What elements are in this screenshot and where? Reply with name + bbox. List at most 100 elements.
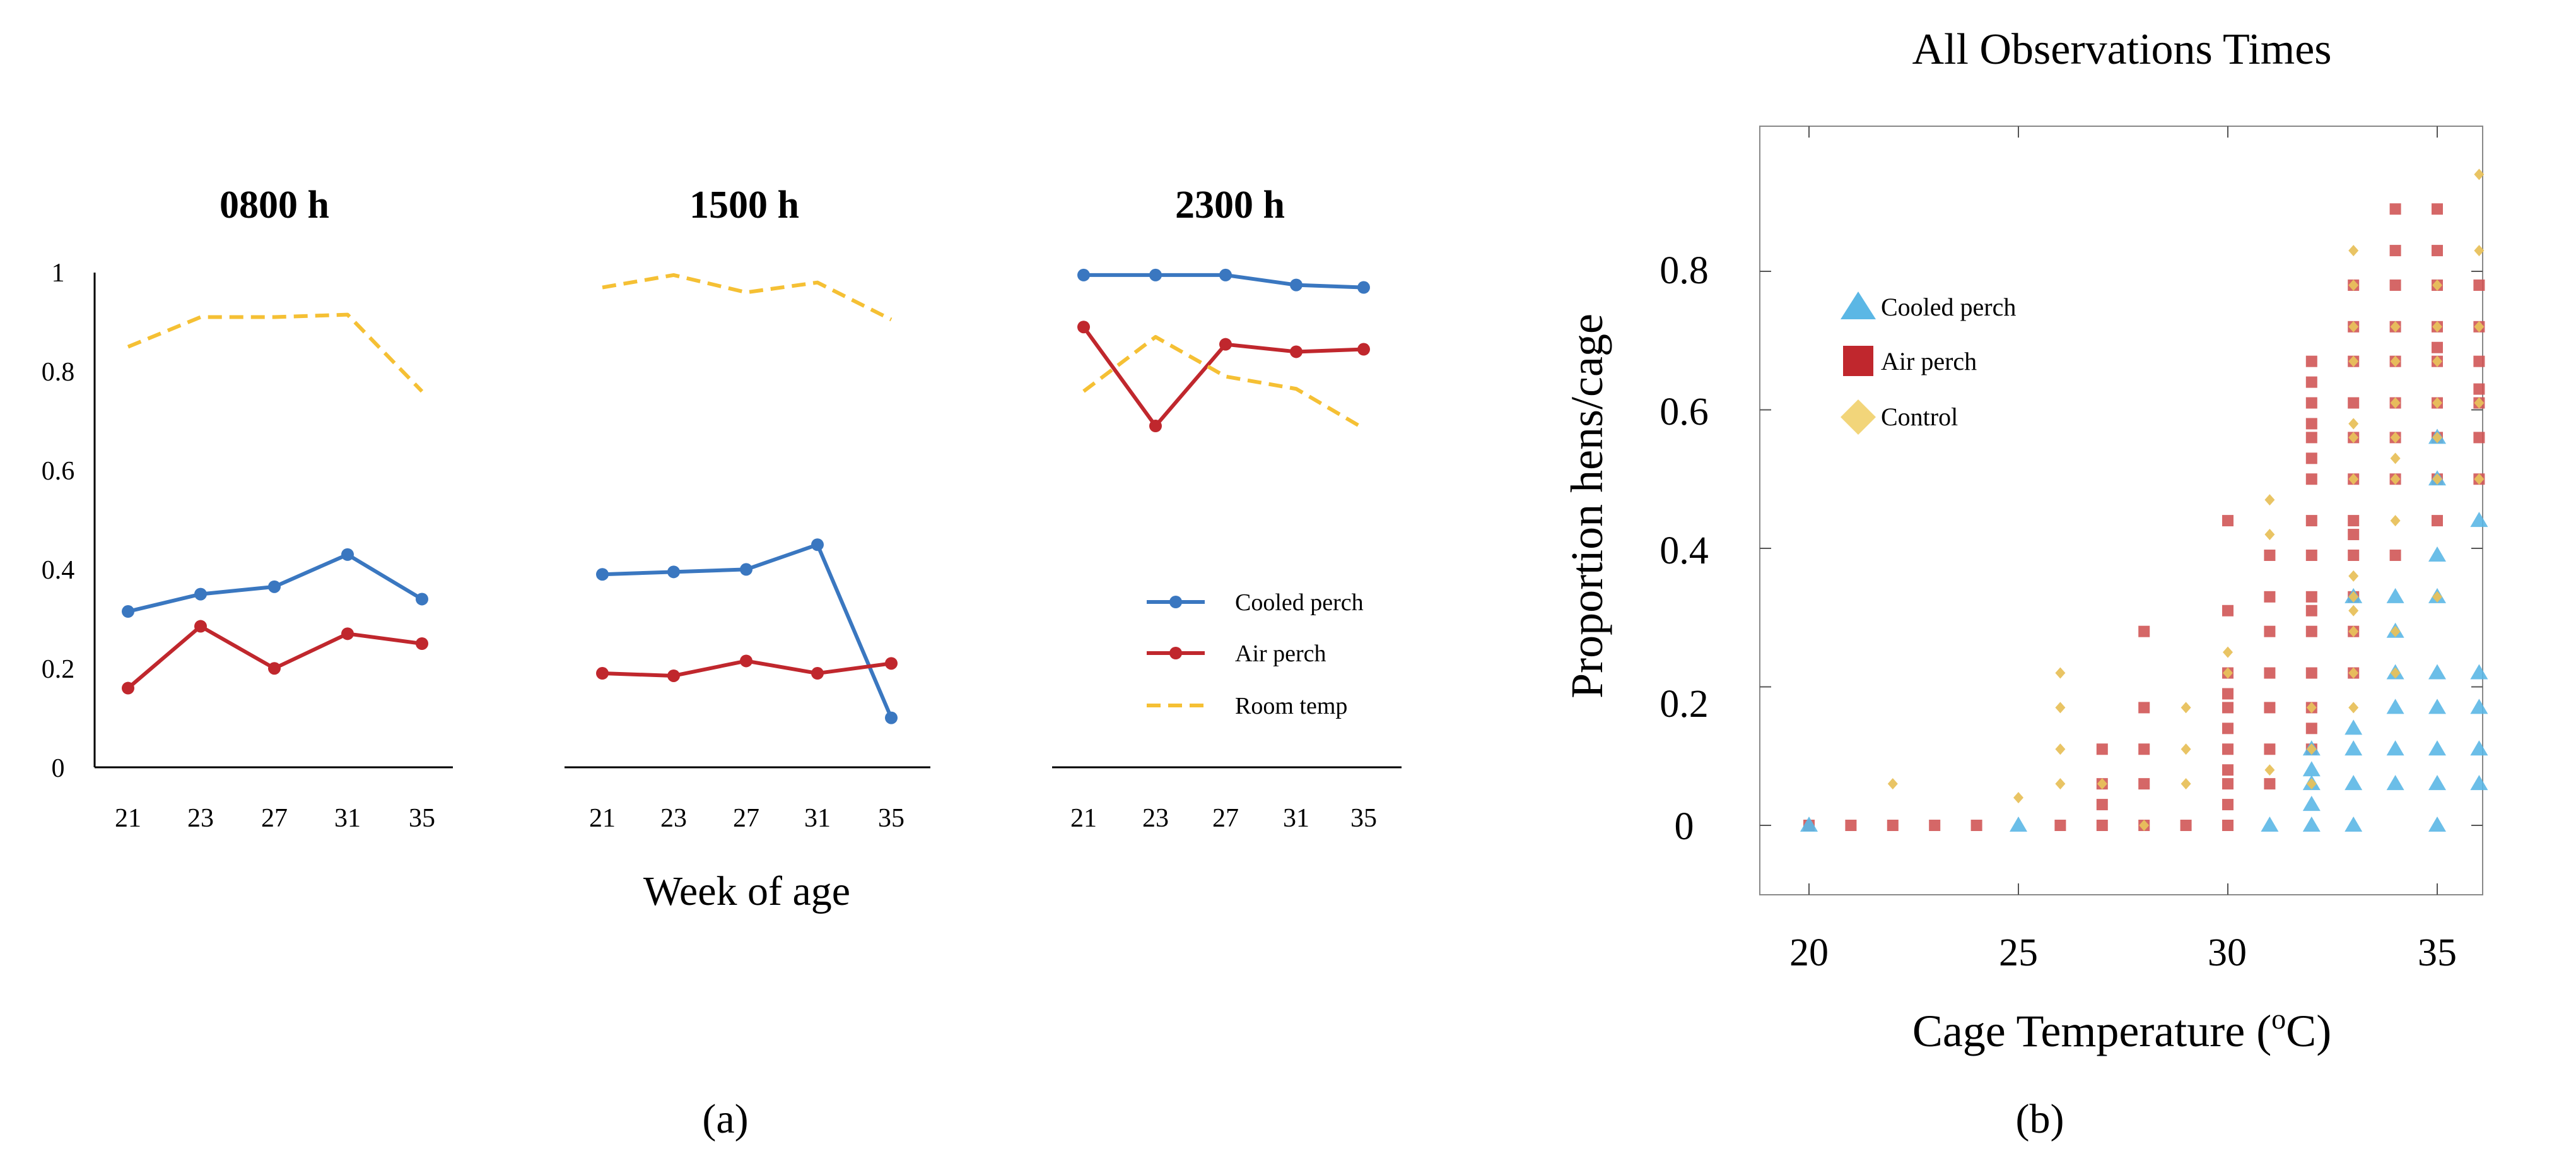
scatter-point-control bbox=[2181, 743, 2191, 755]
ytick-label: 0.8 bbox=[1660, 249, 1709, 292]
scatter-point-control bbox=[2348, 279, 2359, 291]
scatter-point-cooled-perch bbox=[2261, 817, 2279, 832]
xtick-label: 35 bbox=[409, 804, 435, 833]
scatter-point-air-perch bbox=[2305, 625, 2317, 637]
xlabel-end: C) bbox=[2286, 1006, 2331, 1056]
scatter-point-control bbox=[2432, 321, 2442, 333]
series-point-cooled bbox=[1219, 268, 1232, 281]
series-line-room bbox=[602, 273, 893, 322]
scatter-point-cooled-perch bbox=[2470, 512, 2488, 528]
xtick-label: 31 bbox=[1283, 804, 1309, 833]
ytick-label: 0.4 bbox=[42, 556, 75, 585]
scatter-point-air-perch bbox=[2222, 778, 2234, 790]
scatter-point-air-perch bbox=[1970, 820, 1982, 831]
scatter-point-control bbox=[2390, 321, 2401, 333]
scatter-point-air-perch bbox=[2138, 625, 2150, 637]
scatter-point-control bbox=[2348, 432, 2359, 444]
series-point-air bbox=[1357, 343, 1370, 356]
scatter-point-air-perch bbox=[2305, 605, 2317, 616]
series-point-cooled bbox=[1290, 278, 1303, 292]
scatter-point-control bbox=[2348, 418, 2359, 430]
scatter-point-control bbox=[2432, 397, 2442, 409]
scatter-point-air-perch bbox=[2305, 355, 2317, 367]
scatter-point-control bbox=[2390, 355, 2401, 367]
scatter-point-cooled-perch bbox=[2428, 775, 2446, 791]
panel-b-label: (b) bbox=[2016, 1096, 2064, 1142]
scatter-point-cooled-perch bbox=[2428, 699, 2446, 714]
series-point-cooled bbox=[122, 605, 134, 618]
scatter-point-cooled-perch bbox=[2470, 775, 2488, 791]
scatter-point-control bbox=[2390, 625, 2401, 637]
series-point-cooled bbox=[416, 593, 428, 606]
scatter-point-control bbox=[2223, 646, 2233, 658]
panel-a-label: (a) bbox=[702, 1096, 748, 1142]
scatter-point-air-perch bbox=[2305, 549, 2317, 561]
scatter-point-air-perch bbox=[2348, 529, 2360, 541]
series-point-air bbox=[1290, 345, 1303, 358]
scatter-point-control bbox=[2306, 702, 2317, 714]
scatter-point-air-perch bbox=[2389, 279, 2401, 291]
legend-label-cooled: Cooled perch bbox=[1235, 589, 1364, 616]
scatter-point-control bbox=[2348, 473, 2359, 485]
legend-marker-triangle bbox=[1841, 292, 1876, 319]
scatter-point-air-perch bbox=[2432, 515, 2443, 527]
scatter-point-cooled-perch bbox=[2345, 719, 2363, 735]
scatter-point-air-perch bbox=[2264, 667, 2276, 679]
legend-label-air-perch: Air perch bbox=[1881, 347, 1977, 375]
scatter-legend: Cooled perch Air perch Control bbox=[1841, 292, 2016, 435]
series-point-cooled bbox=[1357, 281, 1370, 294]
chart3-xtick-labels: 21 23 27 31 35 bbox=[1070, 804, 1377, 833]
series-point-cooled bbox=[667, 565, 680, 579]
scatter-point-air-perch bbox=[2264, 778, 2276, 790]
scatter-point-air-perch bbox=[2305, 418, 2317, 430]
series-point-cooled bbox=[811, 538, 824, 551]
legend-marker-air bbox=[1169, 647, 1182, 659]
series-point-air bbox=[1219, 338, 1232, 351]
scatter-title: All Observations Times bbox=[1912, 25, 2331, 74]
scatter-point-control bbox=[2348, 702, 2359, 714]
xtick-label: 31 bbox=[334, 804, 361, 833]
chart2-xtick-labels: 21 23 27 31 35 bbox=[589, 804, 905, 833]
scatter-point-cooled-perch bbox=[2345, 740, 2363, 756]
legend-label-control: Control bbox=[1881, 403, 1958, 431]
scatter-point-control bbox=[2348, 321, 2359, 333]
scatter-point-control bbox=[2139, 820, 2150, 831]
scatter-point-air-perch bbox=[2222, 799, 2234, 811]
series-point-air bbox=[667, 669, 680, 682]
xtick-label: 21 bbox=[589, 804, 616, 833]
scatter-point-control bbox=[2264, 494, 2275, 506]
scatter-xlabel: Cage Temperature (oC) bbox=[1912, 1003, 2331, 1056]
xtick-label: 21 bbox=[1070, 804, 1097, 833]
scatter-point-control bbox=[2432, 355, 2442, 367]
xtick-label: 30 bbox=[2208, 931, 2247, 974]
ytick-label: 0.2 bbox=[1660, 683, 1709, 726]
scatter-point-control bbox=[2348, 625, 2359, 637]
scatter-point-air-perch bbox=[2348, 549, 2360, 561]
scatter-point-air-perch bbox=[2222, 688, 2234, 700]
scatter-point-air-perch bbox=[2305, 591, 2317, 603]
series-point-cooled bbox=[596, 568, 609, 581]
xtick-label: 20 bbox=[1789, 931, 1829, 974]
scatter-point-air-perch bbox=[2138, 743, 2150, 755]
scatter-point-air-perch bbox=[2305, 376, 2317, 388]
scatter-point-control bbox=[2013, 792, 2023, 804]
scatter-point-air-perch bbox=[2305, 397, 2317, 409]
chart-title-0800: 0800 h bbox=[220, 184, 329, 227]
scatter-point-air-perch bbox=[1887, 820, 1899, 831]
scatter-point-air-perch bbox=[2096, 820, 2108, 831]
scatter-point-control bbox=[2348, 667, 2359, 679]
scatter-point-control bbox=[2306, 743, 2317, 755]
scatter-point-control bbox=[2432, 432, 2442, 444]
scatter-point-air-perch bbox=[1845, 820, 1857, 831]
series-point-air bbox=[1149, 420, 1162, 433]
ytick-label: 0.6 bbox=[1660, 391, 1709, 434]
scatter-point-control bbox=[2474, 168, 2485, 180]
scatter-point-control bbox=[2390, 515, 2401, 527]
scatter-point-air-perch bbox=[2264, 743, 2276, 755]
ytick-label: 0.2 bbox=[42, 655, 75, 684]
series-point-air bbox=[1077, 321, 1090, 334]
scatter-point-air-perch bbox=[2389, 203, 2401, 215]
series-point-cooled bbox=[885, 711, 898, 724]
legend-label-cooled-perch: Cooled perch bbox=[1881, 293, 2016, 321]
ytick-label: 0.6 bbox=[42, 457, 75, 486]
